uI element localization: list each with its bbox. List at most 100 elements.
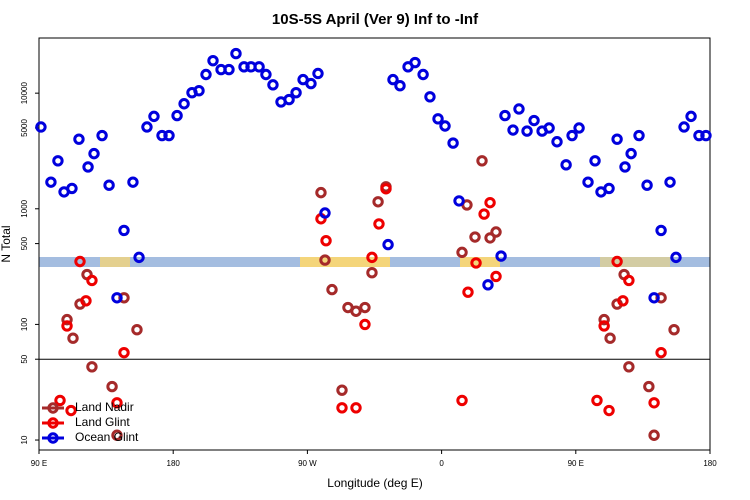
point [380, 183, 392, 195]
point [178, 98, 190, 110]
point [643, 380, 655, 393]
point [394, 80, 406, 92]
x-tick-label: 90 W [298, 459, 317, 468]
point [260, 68, 272, 81]
point [35, 121, 47, 133]
point [315, 186, 327, 199]
point [336, 402, 348, 414]
y-tick-label: 1000 [20, 199, 29, 217]
point [320, 234, 332, 247]
point [111, 292, 123, 304]
point [623, 274, 635, 287]
y-tick-label: 10000 [20, 81, 29, 104]
point [193, 85, 205, 97]
point [409, 56, 421, 69]
legend-marker [47, 432, 59, 444]
point [66, 182, 78, 195]
point [700, 129, 712, 142]
point [118, 346, 130, 359]
point [648, 292, 660, 304]
point [603, 404, 615, 417]
point [462, 286, 474, 298]
point [543, 122, 555, 134]
point [350, 402, 362, 414]
chart-title: 10S-5S April (Ver 9) Inf to -Inf [272, 11, 479, 28]
point [82, 161, 94, 173]
y-tick-label: 50 [20, 354, 29, 363]
point [447, 137, 459, 149]
point [267, 79, 279, 91]
point [633, 129, 645, 142]
point [453, 195, 465, 207]
point [111, 397, 123, 409]
point [106, 380, 118, 393]
point [664, 176, 676, 188]
point [118, 224, 130, 237]
point [648, 397, 660, 409]
point [45, 176, 57, 188]
point [372, 196, 384, 208]
point [625, 147, 637, 160]
point [73, 133, 85, 145]
x-tick-label: 90 E [31, 459, 47, 468]
point [88, 147, 100, 160]
legend-entry: Land Nadir [42, 400, 134, 414]
point [617, 295, 629, 307]
legend-entry: Ocean Glint [42, 430, 139, 444]
point [611, 133, 623, 145]
point [439, 120, 451, 132]
point [476, 155, 488, 167]
point [171, 109, 183, 122]
legend-marker [47, 417, 59, 429]
y-tick-label: 5000 [20, 119, 29, 137]
x-tick-label: 90 E [568, 459, 584, 468]
point [469, 231, 481, 243]
point [470, 257, 482, 269]
point [417, 68, 429, 81]
legend-marker [47, 402, 59, 414]
point [96, 129, 108, 142]
point [283, 93, 295, 106]
point [591, 394, 603, 407]
point [598, 313, 610, 326]
point [359, 318, 371, 331]
point [305, 77, 317, 90]
point [641, 179, 653, 191]
point [490, 226, 502, 238]
point [103, 179, 115, 191]
point [200, 68, 212, 81]
point [359, 301, 371, 314]
point [670, 251, 682, 264]
point [619, 161, 631, 173]
point [127, 176, 139, 188]
legend-entry: Land Glint [42, 415, 130, 429]
point [456, 394, 468, 407]
point [655, 224, 667, 237]
point [54, 394, 66, 407]
point [484, 232, 496, 244]
point [424, 91, 436, 103]
point [223, 63, 235, 76]
point [566, 129, 578, 142]
point [603, 182, 615, 195]
point [52, 155, 64, 167]
point [326, 283, 338, 296]
point [366, 267, 378, 279]
point [133, 251, 145, 264]
point [336, 384, 348, 396]
point [513, 103, 525, 115]
point [230, 47, 242, 60]
point [61, 313, 73, 326]
point [490, 270, 502, 283]
point [67, 332, 79, 344]
legend-label: Land Glint [75, 415, 130, 429]
point [86, 361, 98, 373]
legend-label: Ocean Glint [75, 430, 139, 444]
legend-label: Land Nadir [75, 400, 134, 414]
point [373, 218, 385, 230]
point [61, 320, 73, 332]
point [573, 122, 585, 134]
point [495, 250, 507, 262]
